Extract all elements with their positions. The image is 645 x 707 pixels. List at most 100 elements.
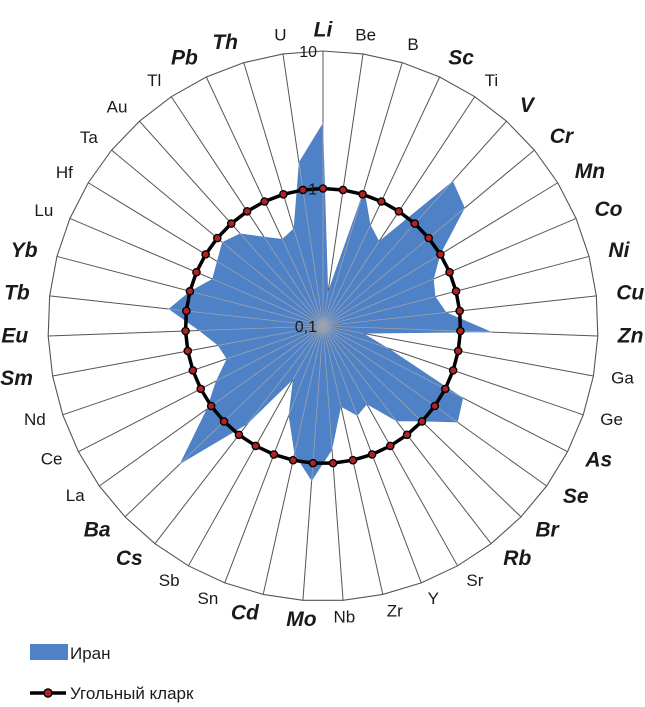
clarke-marker-y <box>367 450 377 459</box>
area-spoke <box>322 325 368 405</box>
category-label-zn: Zn <box>617 324 644 347</box>
legend-marker-clarke <box>43 688 53 698</box>
area-spoke <box>322 224 371 327</box>
series-iran-area <box>168 122 493 482</box>
category-label-ge: Ge <box>600 410 623 429</box>
area-spoke <box>311 325 324 482</box>
clarke-marker-b <box>358 190 367 199</box>
clarke-marker-sc <box>377 197 386 206</box>
category-label-mo: Mo <box>286 608 316 631</box>
clarke-marker-ti <box>394 207 404 216</box>
category-label-mn: Mn <box>575 160 605 183</box>
clarke-marker-lu <box>192 267 201 277</box>
clarke-marker-pb <box>260 197 269 206</box>
clarke-marker-yb <box>185 286 195 296</box>
category-label-hf: Hf <box>56 163 73 182</box>
tick-label-2: 0,1 <box>295 319 317 336</box>
area-spoke <box>322 325 389 349</box>
area-spoke <box>322 291 329 327</box>
clarke-marker-co <box>445 267 454 277</box>
area-spoke <box>226 325 324 360</box>
category-label-lu: Lu <box>34 201 53 220</box>
area-spoke <box>322 188 365 327</box>
category-label-br: Br <box>535 518 560 541</box>
area-spoke <box>198 325 324 331</box>
clarke-marker-rb <box>402 430 412 440</box>
category-label-be: Be <box>355 26 376 45</box>
clarke-marker-sm <box>183 346 193 356</box>
legend-label-clarke: Угольный кларк <box>70 684 194 703</box>
clarke-marker-nd <box>188 366 198 375</box>
area-spoke <box>293 228 324 327</box>
category-label-sn: Sn <box>198 589 219 608</box>
clarke-marker-zn <box>456 326 465 336</box>
legend: Иран Угольный кларк <box>30 644 194 703</box>
clarke-marker-ge <box>448 366 458 375</box>
area-spoke <box>322 325 342 407</box>
clarke-marker-u <box>298 185 308 195</box>
area-spoke <box>322 296 436 327</box>
legend-label-iran: Иран <box>70 644 111 663</box>
area-spoke <box>246 325 324 425</box>
clarke-marker-eu <box>181 326 190 336</box>
clarke-marker-mn <box>436 250 445 259</box>
category-label-nb: Nb <box>334 608 356 627</box>
category-label-y: Y <box>428 589 439 608</box>
category-label-la: La <box>66 486 85 505</box>
category-label-pb: Pb <box>171 46 198 69</box>
clarke-marker-hf <box>201 250 210 259</box>
radial-tick-labels: 10 1 0,1 <box>295 44 317 336</box>
category-label-yb: Yb <box>11 239 38 262</box>
category-label-co: Co <box>595 198 623 221</box>
area-spoke <box>292 325 324 380</box>
category-label-cs: Cs <box>116 547 143 570</box>
category-label-ta: Ta <box>80 128 99 147</box>
area-spoke <box>294 325 324 455</box>
area-spoke <box>206 325 324 410</box>
area-spoke <box>322 278 434 327</box>
category-label-ba: Ba <box>84 518 111 541</box>
area-spoke <box>322 325 358 416</box>
category-label-rb: Rb <box>503 547 531 570</box>
category-label-li: Li <box>314 19 334 42</box>
area-spoke <box>217 325 324 346</box>
area-spoke <box>288 325 324 416</box>
area-spoke <box>322 325 364 334</box>
area-spoke <box>322 240 380 327</box>
clarke-marker-cs <box>234 430 244 440</box>
clarke-marker-zr <box>348 455 358 465</box>
category-label-cu: Cu <box>616 281 644 304</box>
category-label-tb: Tb <box>4 281 30 304</box>
category-label-eu: Eu <box>1 324 28 347</box>
clarke-marker-cd <box>288 455 298 465</box>
area-spoke <box>281 238 324 327</box>
clarke-marker-au <box>226 219 236 228</box>
clarke-marker-sn <box>269 450 279 459</box>
area-spoke <box>322 325 397 422</box>
category-label-v: V <box>520 94 536 117</box>
category-label-u: U <box>274 26 286 45</box>
category-label-nd: Nd <box>24 410 46 429</box>
category-label-th: Th <box>212 31 238 54</box>
category-label-ti: Ti <box>485 71 499 90</box>
clarke-marker-nb <box>328 458 338 468</box>
series-clarke-line <box>181 184 465 468</box>
legend-swatch-iran <box>30 644 68 660</box>
clarke-marker-ni <box>451 286 461 296</box>
clarke-marker-cr <box>424 233 433 243</box>
category-label-b: B <box>407 35 418 54</box>
category-label-sb: Sb <box>159 571 180 590</box>
area-spoke <box>216 260 324 327</box>
category-label-tl: Tl <box>147 71 161 90</box>
clarke-marker-ba <box>219 417 229 426</box>
area-spoke <box>322 325 333 450</box>
category-label-zr: Zr <box>387 601 403 620</box>
area-spoke <box>322 312 447 327</box>
area-spoke <box>322 325 423 422</box>
area-spoke <box>322 254 441 327</box>
area-spoke <box>263 236 324 327</box>
category-label-ni: Ni <box>608 239 630 262</box>
category-label-as: As <box>584 448 612 471</box>
